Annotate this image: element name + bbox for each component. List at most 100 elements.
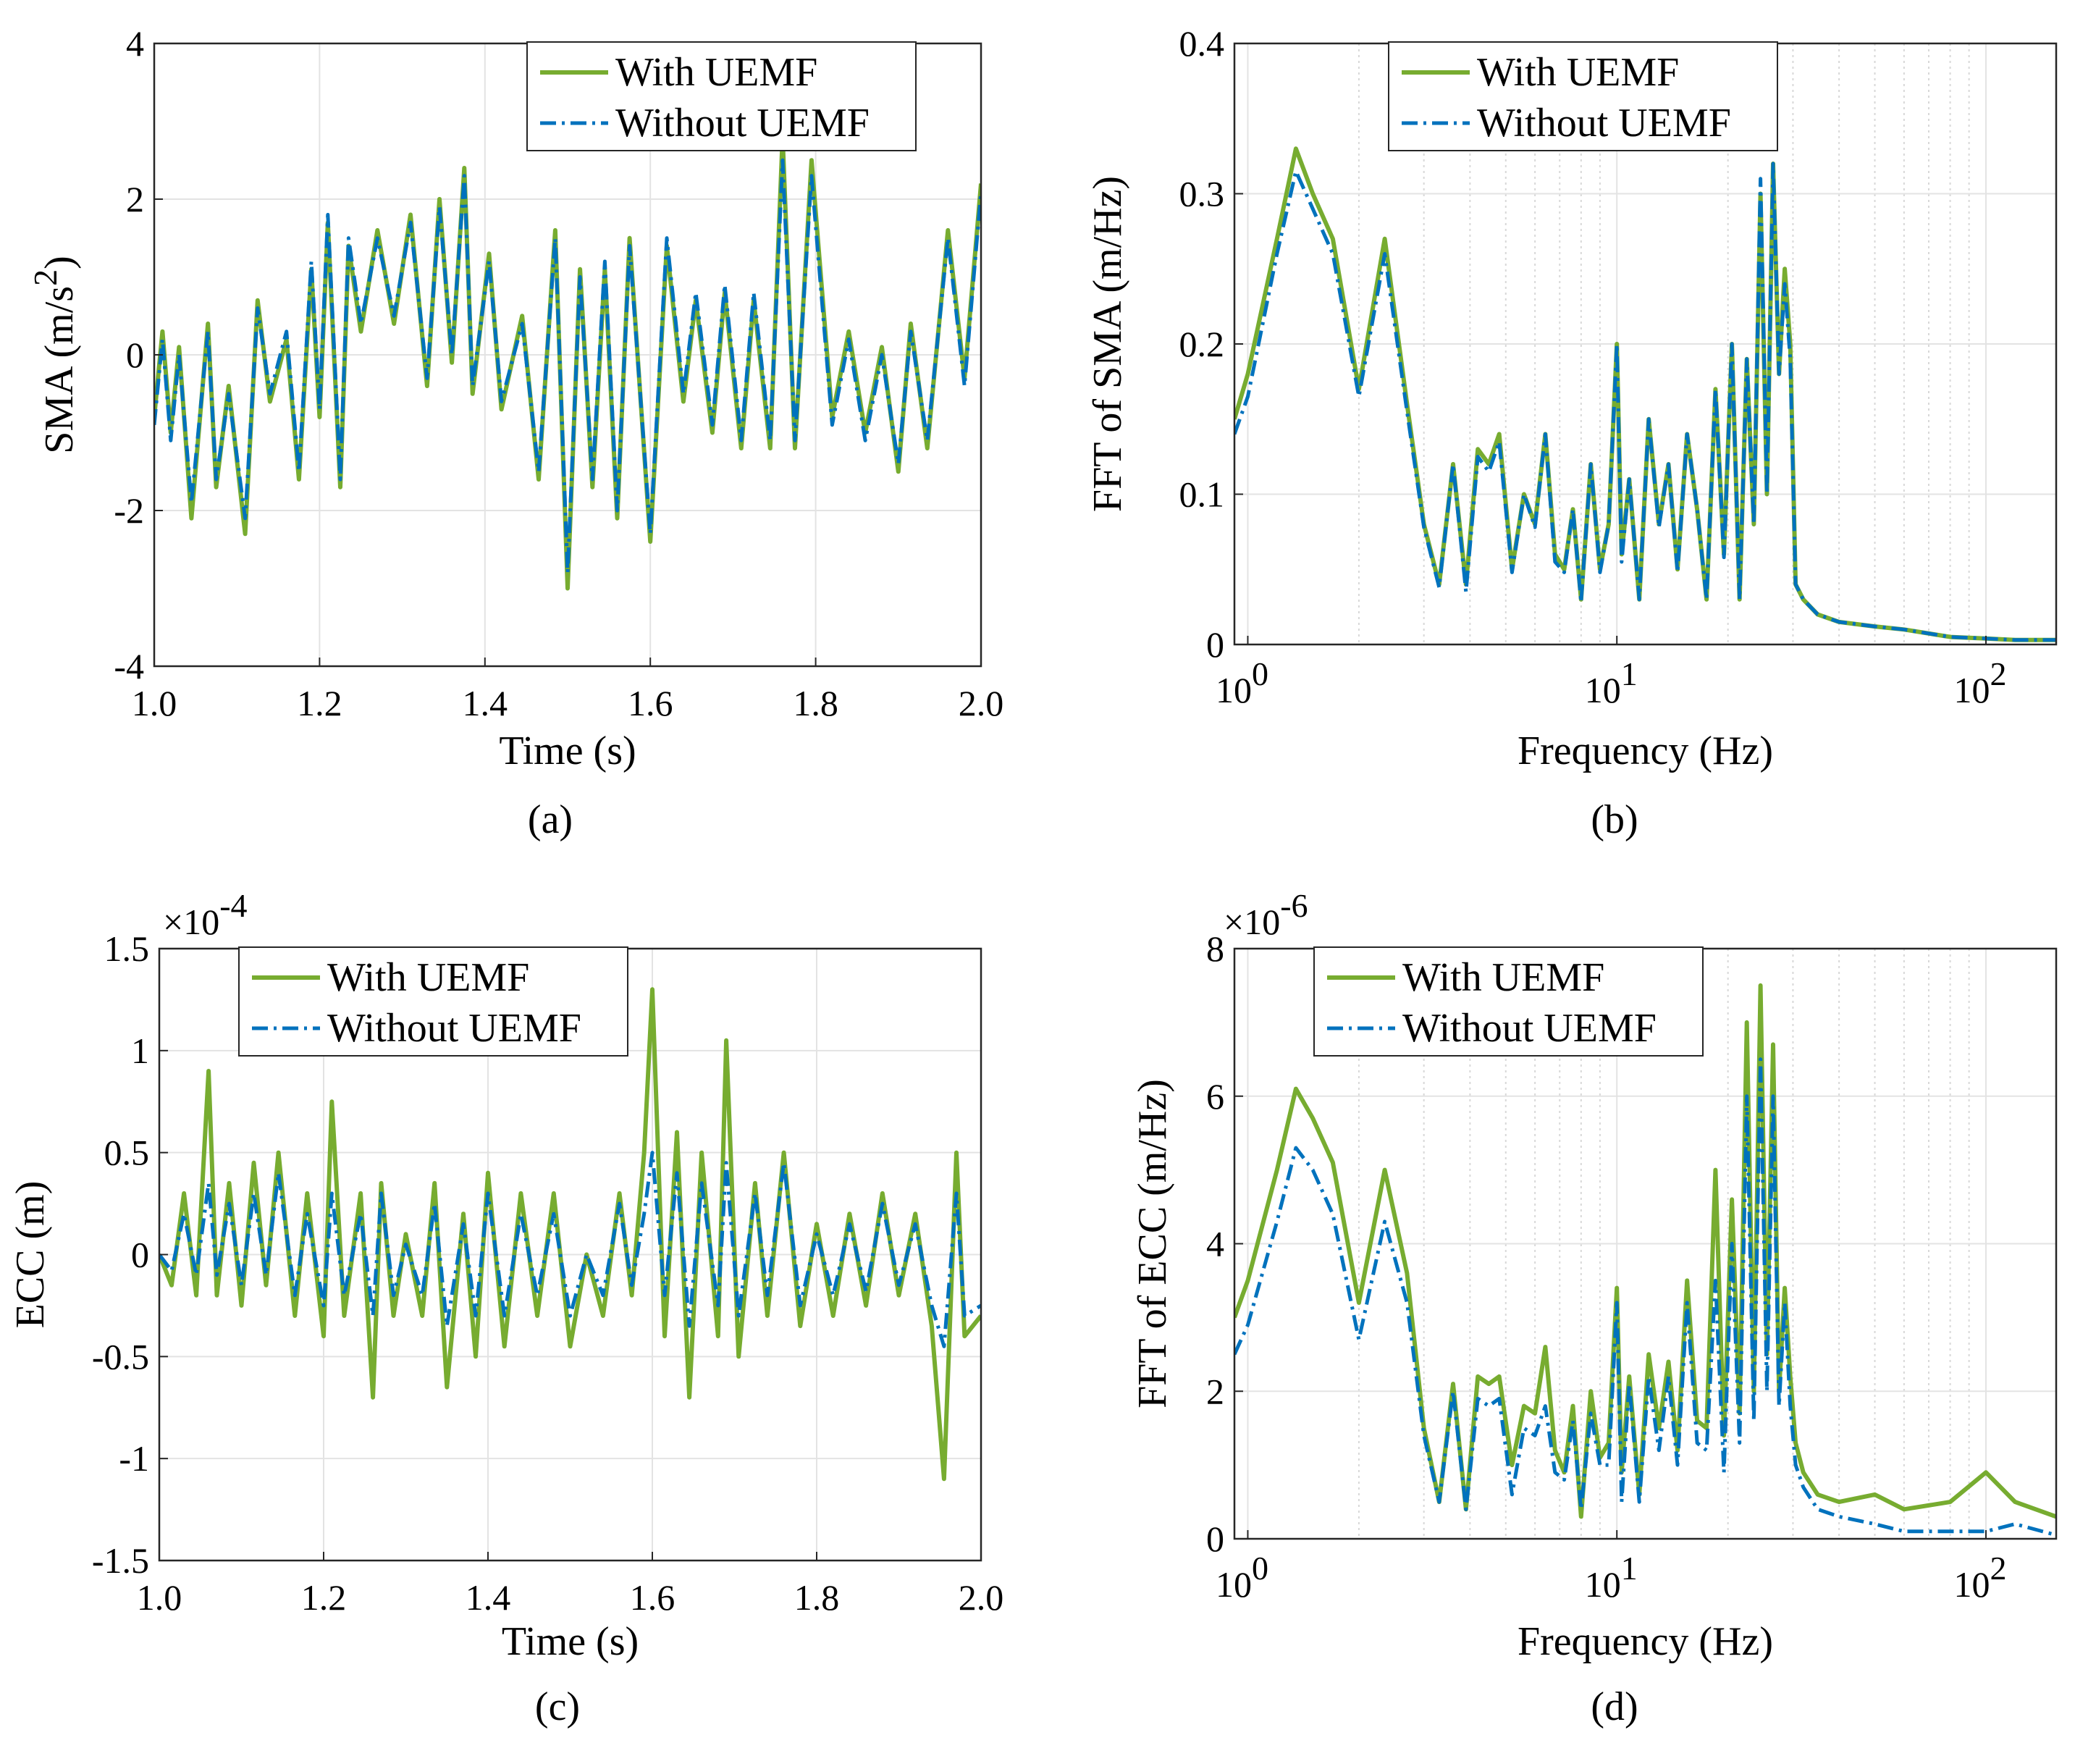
legend: With UEMF Without UEMF xyxy=(1388,41,1778,151)
x-axis-label: Frequency (Hz) xyxy=(1518,1619,1773,1664)
y-tick-label: 0 xyxy=(1206,624,1224,665)
x-axis-label: Time (s) xyxy=(499,728,636,773)
legend-label-with-uemf: With UEMF xyxy=(1402,955,1604,1000)
x-tick-label: 1.2 xyxy=(297,683,342,723)
x-tick-exp: 0 xyxy=(1252,655,1268,692)
series-line-without-uemf xyxy=(1234,161,2056,642)
multiplier-base: ×10 xyxy=(163,902,219,942)
x-tick-base: 10 xyxy=(1953,670,1990,710)
x-tick-exp: 0 xyxy=(1252,1550,1268,1587)
y-tick-label: 8 xyxy=(1206,928,1224,969)
y-tick-label: 0.3 xyxy=(1179,174,1225,214)
x-tick-base: 10 xyxy=(1585,1564,1621,1605)
y-tick-label: -1 xyxy=(119,1438,149,1479)
x-tick-base: 10 xyxy=(1585,670,1621,710)
legend-box xyxy=(526,41,917,151)
legend-label-without-uemf: Without UEMF xyxy=(615,101,870,146)
legend-label-with-uemf: With UEMF xyxy=(327,955,529,1000)
legend: With UEMF Without UEMF xyxy=(238,946,628,1057)
x-tick-label: 1.8 xyxy=(794,1577,840,1618)
legend-label-without-uemf: Without UEMF xyxy=(1477,101,1731,146)
y-tick-label: 2 xyxy=(126,179,144,219)
y-label-main: SMA (m/s xyxy=(37,286,82,454)
legend: With UEMF Without UEMF xyxy=(526,41,917,151)
legend-box xyxy=(1313,946,1704,1057)
x-tick-label: 1.2 xyxy=(301,1577,347,1618)
axis-multiplier: ×10-4 xyxy=(163,887,248,942)
x-tick-base: 10 xyxy=(1216,1564,1252,1605)
x-ticks: 100 101 102 xyxy=(1216,636,2006,710)
x-tick-exp: 2 xyxy=(1990,655,2006,692)
x-axis-label: Frequency (Hz) xyxy=(1518,728,1773,773)
y-tick-label: 0.5 xyxy=(104,1133,150,1173)
x-tick-label: 100 xyxy=(1216,655,1268,710)
y-axis-label: FFT of SMA (m/Hz) xyxy=(1085,176,1130,512)
x-tick-exp: 2 xyxy=(1990,1550,2006,1587)
x-tick-label: 1.4 xyxy=(466,1577,511,1618)
x-axis-label: Time (s) xyxy=(502,1619,639,1664)
y-axis-label: FFT of ECC (m/Hz) xyxy=(1130,1079,1175,1408)
x-tick-label: 1.6 xyxy=(628,683,673,723)
y-axis-label: SMA (m/s2) xyxy=(27,256,82,454)
series-group xyxy=(1234,983,2056,1537)
multiplier-exp: -4 xyxy=(219,887,247,924)
x-ticks: 100 101 102 xyxy=(1216,1530,2006,1605)
series-line-without-uemf xyxy=(154,158,981,575)
x-tick-label: 100 xyxy=(1216,1550,1268,1605)
y-label-main: FFT of ECC (m/Hz) xyxy=(1130,1079,1175,1408)
x-tick-base: 10 xyxy=(1216,670,1252,710)
y-label-sup: 2 xyxy=(27,269,64,286)
y-label-end: ) xyxy=(37,256,82,269)
legend-box xyxy=(238,946,628,1057)
x-tick-label: 101 xyxy=(1585,655,1638,710)
y-tick-label: 0.1 xyxy=(1179,474,1225,515)
multiplier-base: ×10 xyxy=(1224,902,1280,942)
y-tick-label: 4 xyxy=(1206,1224,1224,1264)
y-tick-label: 4 xyxy=(126,23,144,64)
y-tick-label: 6 xyxy=(1206,1076,1224,1117)
y-tick-label: 2 xyxy=(1206,1371,1224,1411)
panel-caption: (a) xyxy=(528,797,573,842)
x-ticks: 1.0 1.2 1.4 1.6 1.8 2.0 xyxy=(137,1552,1004,1618)
y-tick-label: 0.2 xyxy=(1179,324,1225,364)
axis-multiplier: ×10-6 xyxy=(1224,887,1308,942)
y-tick-label: 0.4 xyxy=(1179,23,1225,64)
chart-panel-a: 1.0 1.2 1.4 1.6 1.8 2.0 -4 -2 0 2 4 Time (s) SMA (m/… xyxy=(27,23,1003,842)
panel-caption: (d) xyxy=(1591,1684,1638,1729)
y-ticks: 0 0.1 0.2 0.3 0.4 xyxy=(1179,23,1243,665)
series-group xyxy=(159,987,981,1482)
x-tick-exp: 1 xyxy=(1621,1550,1638,1587)
legend-label-with-uemf: With UEMF xyxy=(615,50,817,95)
x-tick-label: 102 xyxy=(1953,655,2006,710)
series-group xyxy=(154,135,981,591)
x-tick-label: 1.0 xyxy=(137,1577,182,1618)
legend-box xyxy=(1388,41,1778,151)
y-tick-label: -2 xyxy=(114,490,144,531)
y-label-main: FFT of SMA (m/Hz) xyxy=(1085,176,1130,512)
y-axis-label: ECC (m) xyxy=(8,1181,53,1329)
y-tick-label: 0 xyxy=(1206,1519,1224,1559)
x-tick-base: 10 xyxy=(1953,1564,1990,1605)
y-label-main: ECC (m) xyxy=(8,1181,53,1329)
series-line-with-uemf xyxy=(154,135,981,591)
x-tick-exp: 1 xyxy=(1621,655,1638,692)
legend-label-with-uemf: With UEMF xyxy=(1477,50,1679,95)
legend-label-without-uemf: Without UEMF xyxy=(1402,1006,1657,1051)
y-tick-label: -4 xyxy=(114,646,144,686)
y-tick-label: 1.5 xyxy=(104,928,150,969)
y-ticks: 0 2 4 6 8 xyxy=(1206,928,1243,1559)
y-tick-label: 0 xyxy=(131,1235,149,1275)
y-tick-label: -0.5 xyxy=(92,1336,149,1377)
series-group xyxy=(1234,146,2056,642)
y-ticks: -4 -2 0 2 4 xyxy=(114,23,163,686)
x-tick-label: 1.0 xyxy=(132,683,177,723)
series-line-with-uemf xyxy=(159,987,981,1482)
multiplier-exp: -6 xyxy=(1280,887,1308,924)
x-tick-label: 102 xyxy=(1953,1550,2006,1605)
x-tick-label: 101 xyxy=(1585,1550,1638,1605)
legend: With UEMF Without UEMF xyxy=(1313,946,1704,1057)
x-tick-label: 2.0 xyxy=(959,1577,1004,1618)
